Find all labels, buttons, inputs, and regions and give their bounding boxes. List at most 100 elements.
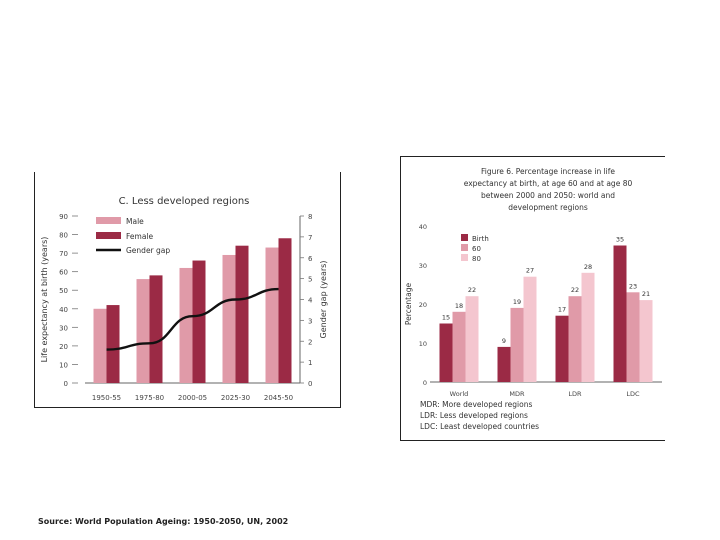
bar-birth [613, 245, 627, 382]
bar-60 [510, 307, 524, 382]
y-tick-label: 80 [59, 232, 68, 240]
panel-frame-left [400, 156, 401, 441]
y-tick-label: 90 [59, 213, 68, 221]
y2-tick-label: 6 [308, 255, 313, 263]
region-note: LDC: Least developed countries [420, 422, 539, 431]
data-label: 17 [558, 306, 566, 314]
y-tick-label: 20 [419, 301, 427, 309]
source-note: Source: World Population Ageing: 1950-20… [38, 517, 289, 526]
male-bar [222, 254, 236, 383]
legend-swatch-60 [461, 244, 468, 251]
data-label: 21 [642, 290, 650, 298]
female-bar [278, 238, 292, 383]
percentage-increase-chart-panel: Figure 6. Percentage increase in life exp… [400, 156, 666, 442]
y2-tick-label: 5 [308, 276, 312, 284]
data-label: 27 [526, 267, 534, 275]
region-note: MDR: More developed regions [420, 400, 532, 409]
data-label: 9 [502, 337, 506, 345]
data-label: 22 [571, 286, 579, 294]
bar-birth [497, 346, 511, 382]
male-bar [179, 267, 193, 383]
y-tick-label: 70 [59, 250, 68, 258]
y2-tick-label: 1 [308, 359, 312, 367]
data-label: 19 [513, 298, 521, 306]
x-tick-label: 1950-55 [92, 394, 121, 402]
legend-label-male: Male [126, 217, 144, 226]
panel-frame-bottom [400, 440, 665, 441]
x-tick-label: MDR [509, 390, 525, 398]
y-tick-label: 40 [419, 223, 427, 231]
legend-label-gender-gap: Gender gap [126, 246, 170, 255]
y-tick-label: 30 [419, 262, 427, 270]
data-label: 28 [584, 263, 592, 271]
y-tick-label: 50 [59, 287, 68, 295]
legend-swatch-birth [461, 234, 468, 241]
data-label: 15 [442, 314, 450, 322]
data-label: 23 [629, 282, 637, 290]
y-tick-label: 40 [59, 306, 68, 314]
gender-gap-line [106, 287, 279, 351]
y-tick-label: 30 [59, 324, 68, 332]
data-label: 22 [468, 286, 476, 294]
female-bar [149, 275, 163, 383]
y2-tick-label: 2 [308, 338, 312, 346]
life-expectancy-chart: C. Less developed regions010203040506070… [40, 196, 328, 402]
female-bar [192, 260, 206, 383]
x-tick-label: 2000-05 [178, 394, 207, 402]
region-note: LDR: Less developed regions [420, 411, 528, 420]
y-tick-label: 60 [59, 269, 68, 277]
panel-frame-top [400, 156, 665, 157]
legend-swatch-80 [461, 254, 468, 261]
legend-swatch-male [96, 217, 121, 224]
y-tick-label: 0 [423, 379, 427, 387]
y-tick-label: 20 [59, 343, 68, 351]
bar-80 [581, 272, 595, 382]
data-label: 35 [616, 236, 624, 244]
y2-tick-label: 3 [308, 317, 312, 325]
chart-title-line: Figure 6. Percentage increase in life [481, 167, 615, 176]
chart-title-line: expectancy at birth, at age 60 and at ag… [464, 179, 633, 188]
y2-tick-label: 0 [308, 380, 312, 388]
y-tick-label: 10 [419, 340, 427, 348]
panel-frame-bottom [34, 407, 341, 408]
bar-80 [465, 296, 479, 382]
percentage-increase-chart: Figure 6. Percentage increase in life exp… [404, 167, 662, 431]
x-tick-label: LDR [568, 390, 582, 398]
y-axis-label: Percentage [404, 283, 413, 326]
male-bar [93, 308, 107, 383]
chart-title-line: development regions [508, 203, 588, 212]
chart-title-line: between 2000 and 2050: world and [481, 191, 615, 200]
data-label: 18 [455, 302, 463, 310]
y2-tick-label: 4 [308, 297, 313, 305]
male-bar [265, 247, 279, 383]
legend-label-birth: Birth [472, 235, 489, 243]
bar-60 [626, 292, 640, 382]
x-tick-label: LDC [626, 390, 640, 398]
y-tick-label: 0 [64, 380, 68, 388]
legend-swatch-female [96, 232, 121, 239]
x-tick-label: World [450, 390, 469, 398]
life-expectancy-chart-panel: C. Less developed regions 0 10 20 30 40 50 60 70… [34, 172, 342, 410]
female-bar [106, 305, 120, 383]
bar-80 [639, 300, 653, 382]
male-bar [136, 279, 150, 383]
x-tick-label: 2025-30 [221, 394, 250, 402]
panel-frame-left [34, 172, 35, 408]
x-tick-label: 2045-50 [264, 394, 293, 402]
legend-label-60: 60 [472, 245, 481, 253]
y2-tick-label: 7 [308, 234, 312, 242]
y2-axis-label: Gender gap (years) [319, 261, 328, 339]
y-tick-label: 10 [59, 361, 68, 369]
bar-birth [555, 315, 569, 382]
female-bar [235, 245, 249, 383]
bar-80 [523, 276, 537, 382]
chart-title: C. Less developed regions [119, 196, 250, 207]
bar-birth [439, 323, 453, 382]
bar-60 [452, 311, 466, 382]
y-axis-label: Life expectancy at birth (years) [40, 237, 49, 363]
legend-label-80: 80 [472, 255, 481, 263]
legend-label-female: Female [126, 232, 154, 241]
panel-frame-right [340, 172, 341, 408]
bar-60 [568, 296, 582, 382]
x-tick-label: 1975-80 [135, 394, 164, 402]
